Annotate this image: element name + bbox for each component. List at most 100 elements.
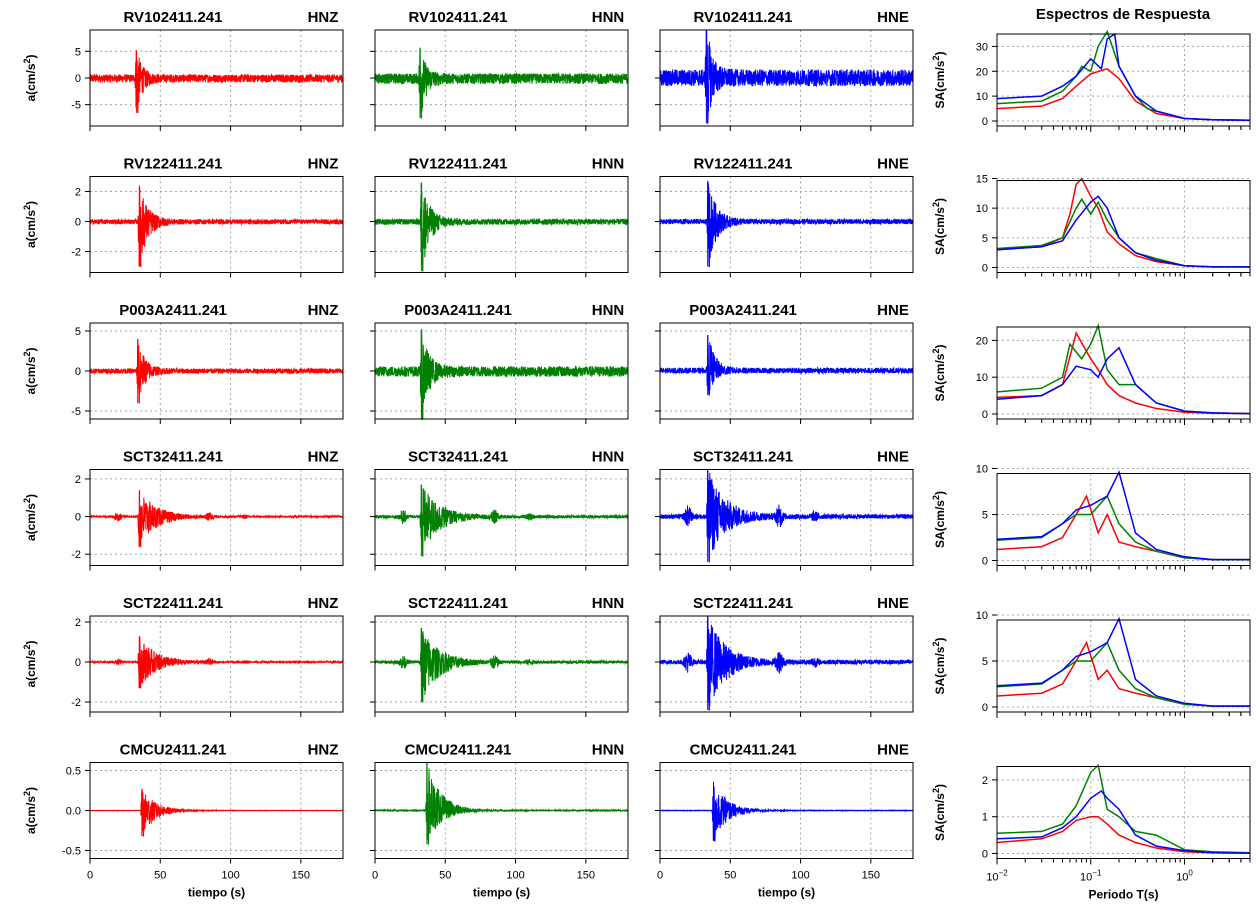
y-axis-label: SA(cm/s2) [931,198,947,255]
x-tick-label: 10−2 [986,869,1008,884]
panel-title: CMCU2411.241 [120,742,227,759]
panel-frame [996,326,1251,420]
acc-panel-5-HNE: CMCU2411.241 HNE 0 50 100 150 tiempo (s) [655,742,914,900]
y-tick-label: 10 [976,610,988,622]
y-tick-label: 20 [976,335,988,347]
y-axis-label: a(cm/s2) [22,54,38,101]
panel-title: RV122411.241 [694,156,793,173]
acc-panel-5-HNN: CMCU2411.241 HNN 0 50 100 150 tiempo (s) [370,742,629,900]
panel-title: CMCU2411.241 [690,742,797,759]
waveform-HNZ [89,490,344,548]
y-tick-label: 5 [982,656,988,668]
spectrum-HNZ [996,331,1251,415]
y-axis-label: SA(cm/s2) [931,637,947,694]
component-label: HNZ [308,156,339,173]
acc-panel-2-HNE: P003A2411.241 HNE [655,302,914,424]
acc-panel-4-HNE: SCT22411.241 HNE [655,595,914,717]
panel-title: P003A2411.241 [119,302,227,319]
waveform-HNE [659,469,914,563]
acc-panel-3-HNN: SCT32411.241 HNN [370,449,629,571]
component-label: HNZ [308,595,339,612]
y-axis-label: a(cm/s2) [22,347,38,394]
spectrum-HNZ [996,177,1250,268]
y-tick-label: 10 [976,203,988,215]
waveform-HNN [374,328,629,421]
station-row-3: SCT32411.241 HNZ -2 0 2 a(cm/s2) SCT32411.241 H… [22,449,1251,572]
panel-title: SCT32411.241 [123,449,223,466]
panel-frame [89,615,344,713]
y-tick-label: 0 [982,556,988,568]
y-tick-label: 10 [976,464,988,476]
y-tick-label: 2 [75,474,81,486]
x-tick-label: 50 [439,870,451,882]
x-tick-label: 50 [724,870,736,882]
panel-frame [89,469,344,566]
component-label: HNZ [308,742,339,759]
x-tick-label: 50 [154,870,166,882]
waveform-HNN [374,47,629,119]
y-tick-label: 5 [982,233,988,245]
panel-title: RV122411.241 [124,156,223,173]
acc-panel-3-HNE: SCT32411.241 HNE [655,449,914,571]
y-tick-label: 0 [982,409,988,421]
y-tick-label: 15 [976,173,988,185]
y-tick-label: 2 [75,187,81,199]
panel-title: RV102411.241 [124,9,223,26]
acc-panel-1-HNE: RV122411.241 HNE [655,156,914,278]
y-axis-label: SA(cm/s2) [931,784,947,841]
x-axis-label: tiempo (s) [188,886,245,900]
y-tick-label: 2 [982,775,988,787]
panel-title: RV102411.241 [694,9,793,26]
acc-panel-1-HNZ: RV122411.241 HNZ -2 0 2 a(cm/s2) [22,156,344,278]
spectra-panel-4: 0 5 10 SA(cm/s2) [931,610,1251,718]
panel-frame [996,619,1251,713]
panel-frame [996,33,1251,127]
x-tick-label: 0 [87,870,93,882]
spectrum-HNN [996,494,1250,561]
x-axis-label: tiempo (s) [473,886,530,900]
panel-title: P003A2411.241 [404,302,512,319]
panel-title: RV102411.241 [409,9,508,26]
y-axis-label: a(cm/s2) [22,640,38,687]
y-tick-label: 1 [982,812,988,824]
y-tick-label: 0 [75,217,81,229]
spectrum-HNE [996,789,1251,854]
y-tick-label: -5 [71,406,81,418]
panel-title: P003A2411.241 [689,302,797,319]
y-tick-label: 0.5 [66,766,81,778]
panel-frame [659,176,914,273]
panel-frame [374,176,629,273]
y-axis-label: a(cm/s2) [22,494,38,541]
spectrum-HNE [996,470,1250,561]
panel-frame [996,766,1251,859]
acc-panel-0-HNN: RV102411.241 HNN [370,9,629,131]
spectrum-HNN [996,197,1250,268]
component-label: HNN [592,9,625,26]
y-tick-label: 0.0 [66,806,81,818]
y-tick-label: 0 [982,849,988,861]
spectrum-HNN [996,763,1251,854]
spectra-panel-3: 0 5 10 SA(cm/s2) [931,464,1251,572]
x-tick-label: 100 [791,870,809,882]
y-tick-label: 0 [75,657,81,669]
y-axis-label: a(cm/s2) [22,201,38,248]
y-tick-label: 0 [75,366,81,378]
panel-frame [659,615,914,713]
y-tick-label: -2 [71,697,81,709]
y-tick-label: 0 [75,512,81,524]
figure-title: Espectros de Respuesta [1036,6,1211,23]
x-axis-label: tiempo (s) [758,886,815,900]
panel-title: SCT32411.241 [408,449,508,466]
component-label: HNZ [308,302,339,319]
x-tick-label: 10−1 [1080,869,1102,884]
waveform-HNN [374,627,629,703]
spectrum-HNE [996,616,1250,707]
panel-frame [89,176,344,273]
component-label: HNZ [308,9,339,26]
y-tick-label: 0 [75,73,81,85]
panel-title: SCT22411.241 [408,595,508,612]
y-tick-label: -2 [71,549,81,561]
component-label: HNE [877,595,909,612]
component-label: HNE [877,9,909,26]
